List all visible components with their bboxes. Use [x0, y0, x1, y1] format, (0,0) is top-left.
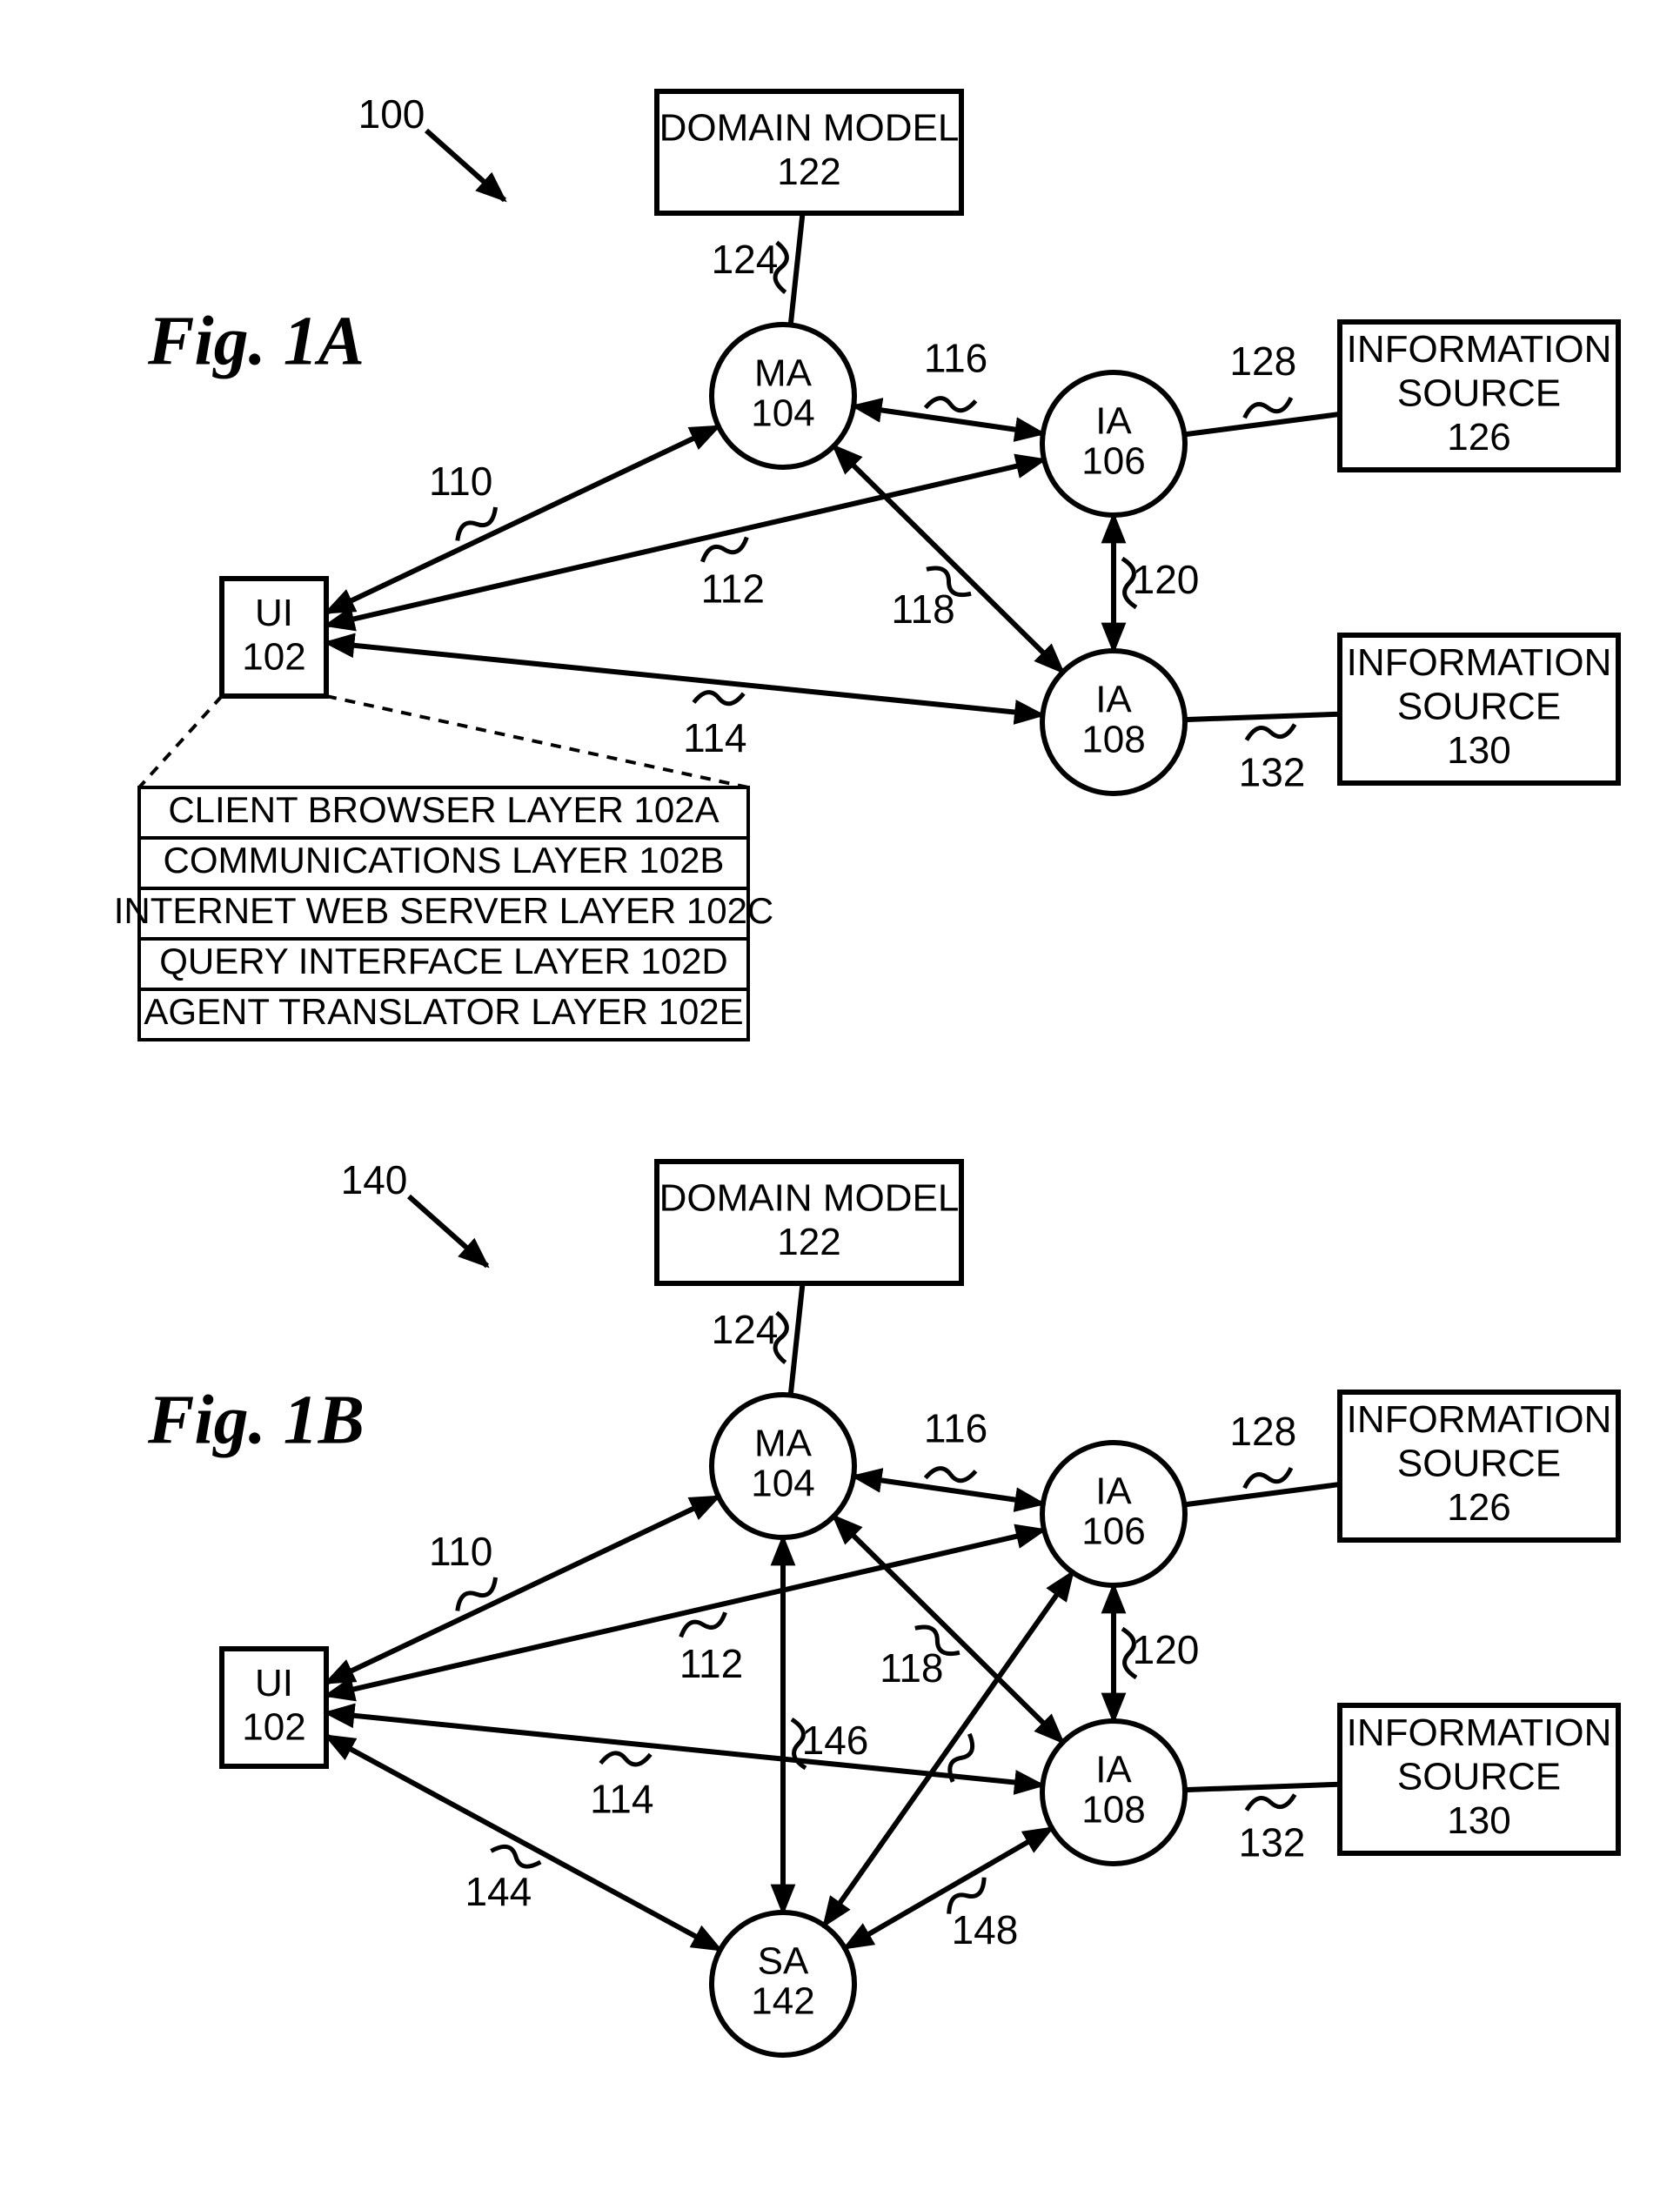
svg-text:148: 148 — [952, 1907, 1019, 1952]
svg-text:118: 118 — [891, 586, 954, 632]
svg-text:106: 106 — [1081, 440, 1145, 483]
connector — [791, 1283, 803, 1395]
svg-text:124: 124 — [712, 1307, 779, 1352]
connector — [1184, 1484, 1340, 1504]
svg-text:104: 104 — [751, 1463, 814, 1505]
svg-text:IA: IA — [1095, 400, 1132, 443]
double-arrow — [326, 643, 1042, 715]
svg-text:104: 104 — [751, 392, 814, 435]
svg-text:INFORMATION: INFORMATION — [1347, 641, 1612, 684]
connector — [1185, 1785, 1340, 1790]
svg-text:132: 132 — [1239, 1820, 1306, 1865]
svg-text:IA: IA — [1095, 1470, 1132, 1513]
svg-text:INFORMATION: INFORMATION — [1347, 328, 1612, 371]
double-arrow — [326, 1713, 1042, 1785]
svg-text:114: 114 — [590, 1776, 653, 1821]
svg-text:110: 110 — [429, 1529, 492, 1574]
connector — [1185, 714, 1340, 720]
svg-text:INFORMATION: INFORMATION — [1347, 1398, 1612, 1441]
svg-text:120: 120 — [1133, 1627, 1200, 1672]
svg-text:108: 108 — [1081, 719, 1145, 761]
svg-text:110: 110 — [429, 459, 492, 504]
svg-text:128: 128 — [1229, 338, 1296, 384]
svg-text:146: 146 — [802, 1718, 869, 1763]
connector — [1184, 414, 1340, 434]
svg-text:108: 108 — [1081, 1789, 1145, 1832]
svg-text:CLIENT BROWSER LAYER 102A: CLIENT BROWSER LAYER 102A — [168, 789, 719, 830]
svg-text:116: 116 — [924, 1405, 987, 1450]
double-arrow — [326, 1497, 719, 1683]
svg-text:126: 126 — [1447, 416, 1510, 459]
svg-text:UI: UI — [255, 592, 293, 634]
svg-text:IA: IA — [1095, 1749, 1132, 1792]
svg-text:132: 132 — [1239, 750, 1306, 795]
svg-text:100: 100 — [358, 91, 425, 137]
svg-text:122: 122 — [777, 1221, 840, 1263]
svg-text:102: 102 — [242, 635, 305, 678]
svg-text:SA: SA — [758, 1940, 809, 1983]
svg-text:142: 142 — [751, 1980, 814, 2023]
double-arrow — [326, 426, 719, 613]
svg-text:128: 128 — [1229, 1409, 1296, 1454]
svg-text:106: 106 — [1081, 1510, 1145, 1553]
svg-text:QUERY INTERFACE LAYER 102D: QUERY INTERFACE LAYER 102D — [159, 941, 728, 981]
svg-text:112: 112 — [679, 1641, 743, 1686]
double-arrow — [845, 1828, 1052, 1948]
svg-text:116: 116 — [924, 335, 987, 380]
svg-text:UI: UI — [255, 1662, 293, 1704]
svg-text:IA: IA — [1095, 679, 1132, 721]
svg-text:MA: MA — [754, 352, 813, 395]
ref-arrow — [409, 1196, 487, 1266]
svg-text:114: 114 — [683, 715, 746, 760]
svg-text:102: 102 — [242, 1705, 305, 1748]
connector — [791, 213, 803, 325]
svg-text:INTERNET WEB SERVER LAYER 102C: INTERNET WEB SERVER LAYER 102C — [114, 890, 774, 931]
double-arrow — [853, 1477, 1043, 1504]
svg-text:AGENT TRANSLATOR LAYER 102E: AGENT TRANSLATOR LAYER 102E — [144, 991, 743, 1032]
diagram-canvas: Fig. 1A100DOMAIN MODEL122UI102INFORMATIO… — [0, 0, 1680, 2190]
svg-text:120: 120 — [1133, 557, 1200, 602]
svg-text:122: 122 — [777, 151, 840, 193]
svg-text:126: 126 — [1447, 1486, 1510, 1529]
double-arrow — [326, 1736, 720, 1950]
svg-text:130: 130 — [1447, 729, 1510, 772]
svg-text:INFORMATION: INFORMATION — [1347, 1711, 1612, 1754]
svg-text:COMMUNICATIONS LAYER 102B: COMMUNICATIONS LAYER 102B — [164, 840, 725, 881]
figure-label: Fig. 1A — [147, 303, 365, 379]
svg-text:SOURCE: SOURCE — [1397, 1756, 1561, 1798]
svg-text:SOURCE: SOURCE — [1397, 1443, 1561, 1485]
svg-text:MA: MA — [754, 1423, 813, 1465]
layer-dash — [139, 696, 222, 787]
svg-text:DOMAIN MODEL: DOMAIN MODEL — [659, 1176, 960, 1219]
svg-text:140: 140 — [341, 1157, 408, 1202]
svg-text:SOURCE: SOURCE — [1397, 372, 1561, 415]
svg-text:130: 130 — [1447, 1799, 1510, 1842]
svg-text:DOMAIN MODEL: DOMAIN MODEL — [659, 106, 960, 149]
double-arrow — [853, 406, 1043, 434]
figure-label: Fig. 1B — [147, 1382, 365, 1458]
svg-text:112: 112 — [701, 566, 765, 611]
svg-text:118: 118 — [880, 1645, 943, 1691]
svg-text:124: 124 — [712, 237, 779, 282]
svg-text:144: 144 — [465, 1869, 532, 1914]
svg-text:SOURCE: SOURCE — [1397, 686, 1561, 728]
ref-arrow — [426, 131, 505, 200]
